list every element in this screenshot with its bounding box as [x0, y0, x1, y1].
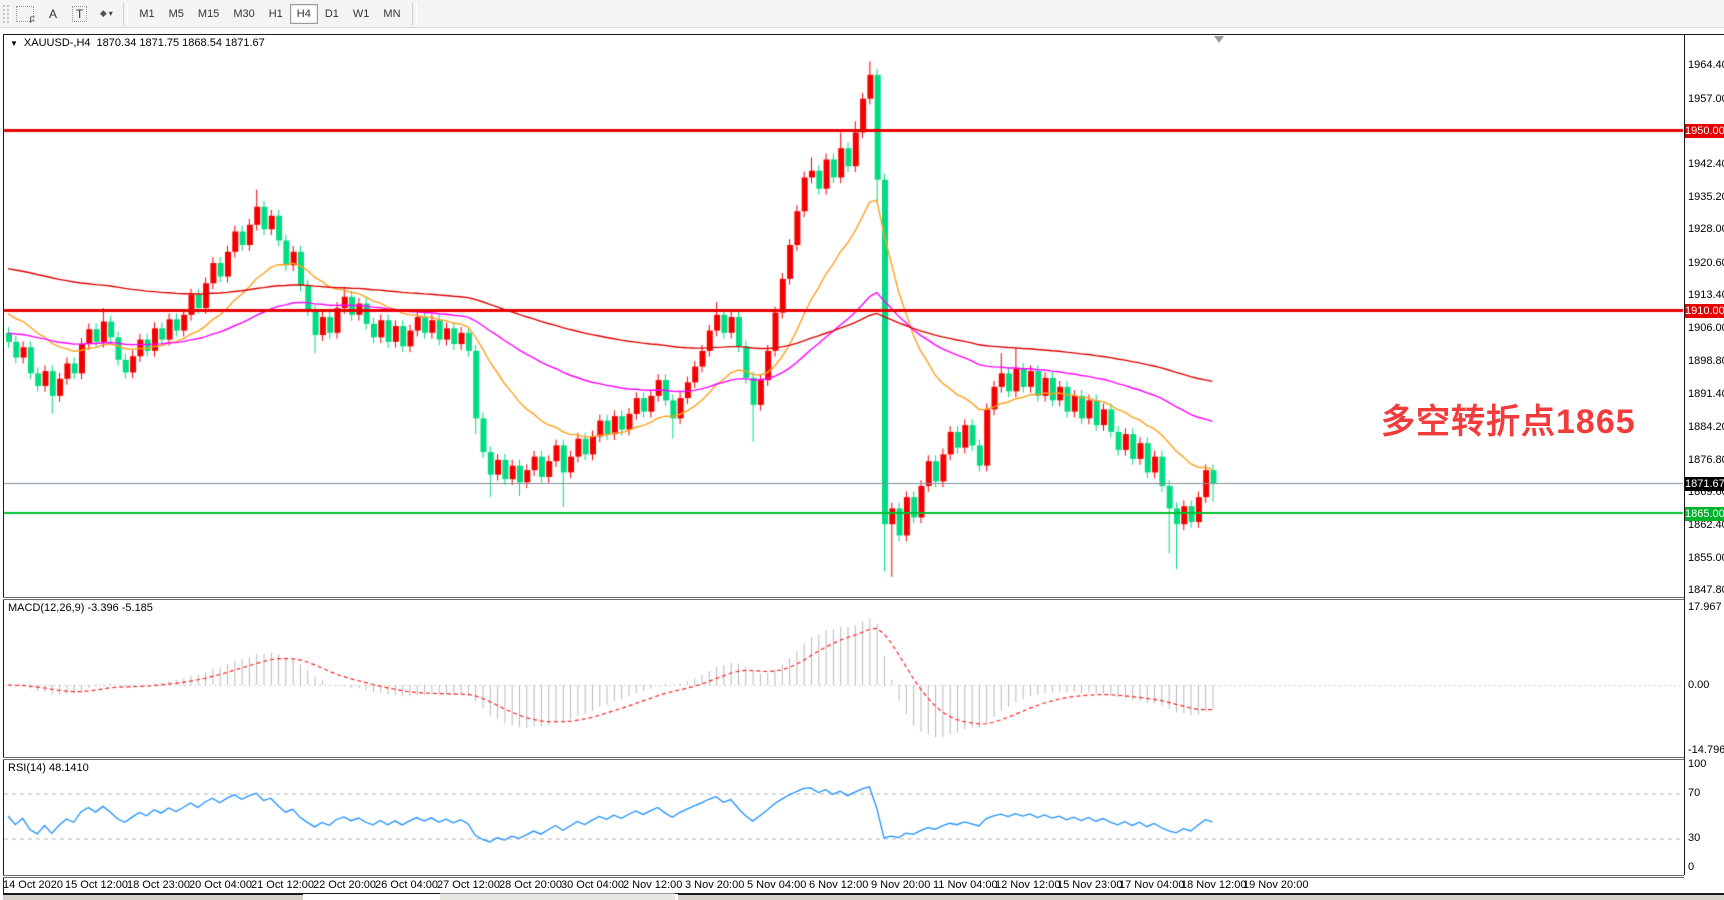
chart-dropdown-icon[interactable]: ▼ — [10, 38, 18, 48]
time-axis-label: 21 Oct 12:00 — [251, 879, 314, 891]
axis-tick-label: 0 — [1688, 861, 1695, 873]
time-axis-label: 19 Nov 20:00 — [1243, 879, 1309, 891]
axis-tick-label: 1891.40 — [1688, 388, 1724, 400]
timeframe-button-m5[interactable]: M5 — [168, 7, 184, 20]
time-axis-label: 26 Oct 04:00 — [375, 879, 438, 891]
timeframe-button-mn[interactable]: MN — [383, 7, 401, 20]
cursor-text-button[interactable]: A — [41, 3, 65, 25]
axis-tick-label: 1865.00 — [1685, 507, 1724, 521]
panel-divider — [3, 875, 1684, 878]
timeframe-button-h4[interactable]: H4 — [289, 3, 318, 24]
symbol-label: XAUUSD-,H4 — [23, 37, 91, 49]
axis-tick-label: 70 — [1688, 787, 1701, 799]
timeframe-group: M1 M5 M15 M30 H1 H4 D1 W1 MN — [132, 3, 407, 24]
time-axis-label: 3 Nov 20:00 — [685, 879, 745, 891]
axis-tick-label: 100 — [1688, 758, 1707, 770]
cursor-text-icon: A — [48, 6, 57, 21]
time-axis-label: 28 Oct 20:00 — [499, 879, 562, 891]
time-axis-label: 18 Oct 23:00 — [127, 879, 190, 891]
time-axis-label: 9 Nov 20:00 — [871, 879, 931, 891]
axis-tick-label: 1871.67 — [1685, 477, 1724, 491]
text-tool-button[interactable]: T — [67, 3, 92, 25]
symbol-ohlc-line: ▼ XAUUSD-,H4 1870.34 1871.75 1868.54 187… — [10, 37, 265, 49]
shapes-tool-icon: ◆ — [99, 8, 107, 18]
time-axis-label: 27 Oct 12:00 — [437, 879, 500, 891]
bottom-window-edge — [3, 893, 303, 900]
time-axis-label: 18 Nov 12:00 — [1181, 879, 1247, 891]
axis-tick-label: 1935.20 — [1688, 191, 1724, 203]
axis-tick-label: 1957.00 — [1688, 93, 1724, 105]
chart-window-border — [3, 34, 4, 893]
time-axis-label: 17 Nov 04:00 — [1119, 879, 1185, 891]
macd-label: MACD(12,26,9) -3.396 -5.185 — [8, 602, 153, 614]
axis-tick-label: 1913.40 — [1688, 289, 1724, 301]
axis-tick-label: 1910.00 — [1685, 304, 1724, 318]
timeframe-button-m30[interactable]: M30 — [233, 7, 255, 20]
chevron-down-icon: ▾ — [108, 9, 113, 18]
time-axis-label: 30 Oct 04:00 — [561, 879, 624, 891]
axis-tick-label: 1855.00 — [1688, 552, 1724, 564]
axis-tick-label: -14.796 — [1688, 744, 1724, 756]
axis-tick-label: 1964.40 — [1688, 59, 1724, 71]
axis-tick-label: 1862.40 — [1688, 519, 1724, 531]
axis-tick-label: 1950.00 — [1685, 124, 1724, 138]
axis-tick-label: 1920.60 — [1688, 257, 1724, 269]
timeframe-button-h1[interactable]: H1 — [268, 7, 283, 20]
time-axis-label: 14 Oct 2020 — [3, 879, 63, 891]
axis-tick-label: 1876.80 — [1688, 454, 1724, 466]
axis-tick-label: 30 — [1688, 832, 1701, 844]
toolbar-grip[interactable] — [2, 3, 10, 24]
chart-annotation-text: 多空转折点1865 — [1381, 403, 1636, 441]
axis-tick-label: 1884.20 — [1688, 421, 1724, 433]
toolbar: F A T ◆ ▾ M1 M5 M15 M30 H1 H4 D1 W1 MN — [0, 0, 1724, 28]
toolbar-separator — [411, 2, 417, 25]
chart-shift-marker-icon[interactable] — [1214, 36, 1224, 43]
timeframe-button-m15[interactable]: M15 — [197, 7, 220, 20]
time-axis-label: 5 Nov 04:00 — [747, 879, 807, 891]
time-axis-label: 15 Nov 23:00 — [1057, 879, 1123, 891]
axis-tick-label: 1942.40 — [1688, 158, 1724, 170]
time-axis-label: 11 Nov 04:00 — [933, 879, 998, 891]
axis-tick-label: 1906.00 — [1688, 322, 1724, 334]
time-axis-label: 15 Oct 12:00 — [65, 879, 128, 891]
toolbar-separator — [123, 2, 129, 25]
text-tool-icon: T — [72, 5, 88, 22]
timeframe-button-w1[interactable]: W1 — [352, 7, 370, 20]
axis-tick-label: 0.00 — [1688, 679, 1710, 691]
shapes-tool-button[interactable]: ◆ ▾ — [94, 3, 118, 25]
time-axis-label: 6 Nov 12:00 — [809, 879, 869, 891]
bottom-window-edge — [678, 893, 1724, 900]
panel-divider[interactable] — [3, 597, 1684, 600]
timeframe-button-d1[interactable]: D1 — [324, 7, 339, 20]
axis-tick-label: 1928.00 — [1688, 223, 1724, 235]
price-axis-border — [1684, 35, 1685, 875]
chart-window-border — [3, 34, 1724, 35]
ohlc-values: 1870.34 1871.75 1868.54 1871.67 — [96, 37, 265, 49]
time-axis-label: 12 Nov 12:00 — [995, 879, 1061, 891]
chart-grid-icon: F — [16, 5, 35, 25]
panel-divider[interactable] — [3, 757, 1684, 760]
time-axis-label: 22 Oct 20:00 — [313, 879, 376, 891]
chart-grid-button[interactable]: F — [11, 3, 39, 25]
rsi-label: RSI(14) 48.1410 — [8, 762, 89, 774]
bottom-window-edge — [440, 893, 675, 900]
axis-tick-label: 17.967 — [1688, 601, 1722, 613]
axis-tick-label: 1847.80 — [1688, 584, 1724, 596]
time-axis-label: 2 Nov 12:00 — [623, 879, 683, 891]
time-axis-label: 20 Oct 04:00 — [189, 879, 252, 891]
timeframe-button-m1[interactable]: M1 — [139, 7, 155, 20]
axis-tick-label: 1898.80 — [1688, 355, 1724, 367]
